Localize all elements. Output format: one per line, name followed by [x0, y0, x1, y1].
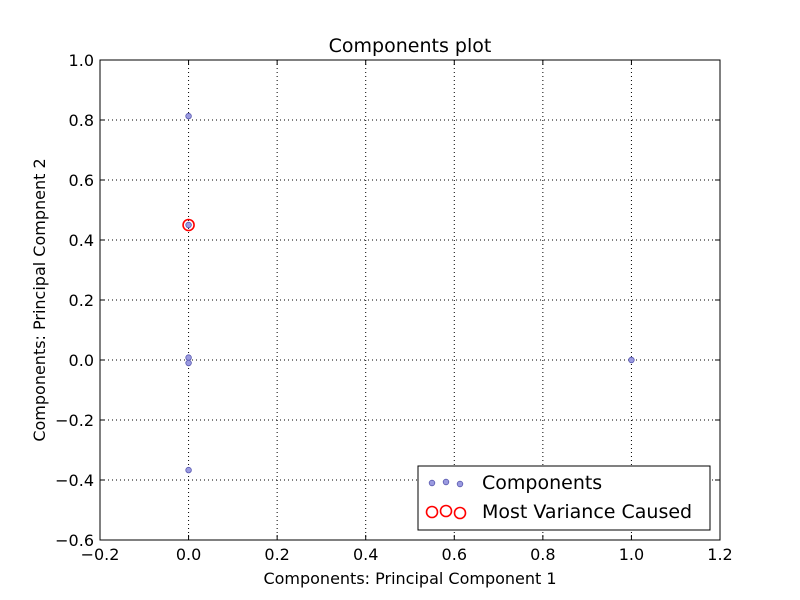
legend-marker	[442, 478, 450, 486]
component-point	[628, 356, 635, 364]
points-layer	[182, 112, 635, 474]
y-tick-label: 0.2	[69, 291, 94, 310]
y-tick-label: 0.4	[69, 231, 94, 250]
x-tick-label: 0.6	[442, 545, 467, 564]
y-tick-label: −0.6	[55, 531, 94, 550]
component-point	[185, 359, 192, 367]
y-tick-label: −0.4	[55, 471, 94, 490]
component-point	[185, 466, 192, 474]
component-point	[185, 112, 192, 120]
legend-marker	[439, 504, 453, 518]
y-tick-label: 1.0	[69, 51, 94, 70]
legend: Components Most Variance Caused	[417, 465, 711, 531]
x-tick-label: 0.4	[353, 545, 378, 564]
x-tick-label: 1.2	[707, 545, 732, 564]
y-tick-label: 0.6	[69, 171, 94, 190]
component-point	[185, 354, 192, 361]
tick-layer: −0.2 0.0 0.2 0.4 0.6 0.8 1.0 1.2 −0.6 −0.4 −0.2 0.0…	[55, 51, 733, 564]
most-variance-point	[182, 218, 195, 232]
x-tick-label: 1.0	[619, 545, 644, 564]
y-tick-label: 0.8	[69, 111, 94, 130]
legend-label: Most Variance Caused	[482, 501, 692, 523]
legend-marker	[456, 480, 464, 488]
legend-marker	[428, 479, 436, 487]
component-point	[185, 221, 192, 229]
x-tick-label: 0.0	[176, 545, 201, 564]
x-tick-label: 0.8	[530, 545, 555, 564]
y-tick-label: −0.2	[55, 411, 94, 430]
y-axis-label: Components: Principal Compnent 2	[30, 158, 49, 441]
legend-box	[417, 465, 711, 531]
legend-marker	[453, 506, 467, 520]
chart-title: Components plot	[329, 35, 492, 57]
x-tick-label: −0.2	[81, 545, 120, 564]
plot-frame	[99, 59, 721, 541]
legend-label: Components	[482, 472, 602, 494]
x-tick-label: 0.2	[264, 545, 289, 564]
y-tick-label: 0.0	[69, 351, 94, 370]
legend-marker	[425, 505, 439, 519]
x-axis-label: Components: Principal Component 1	[263, 569, 556, 588]
